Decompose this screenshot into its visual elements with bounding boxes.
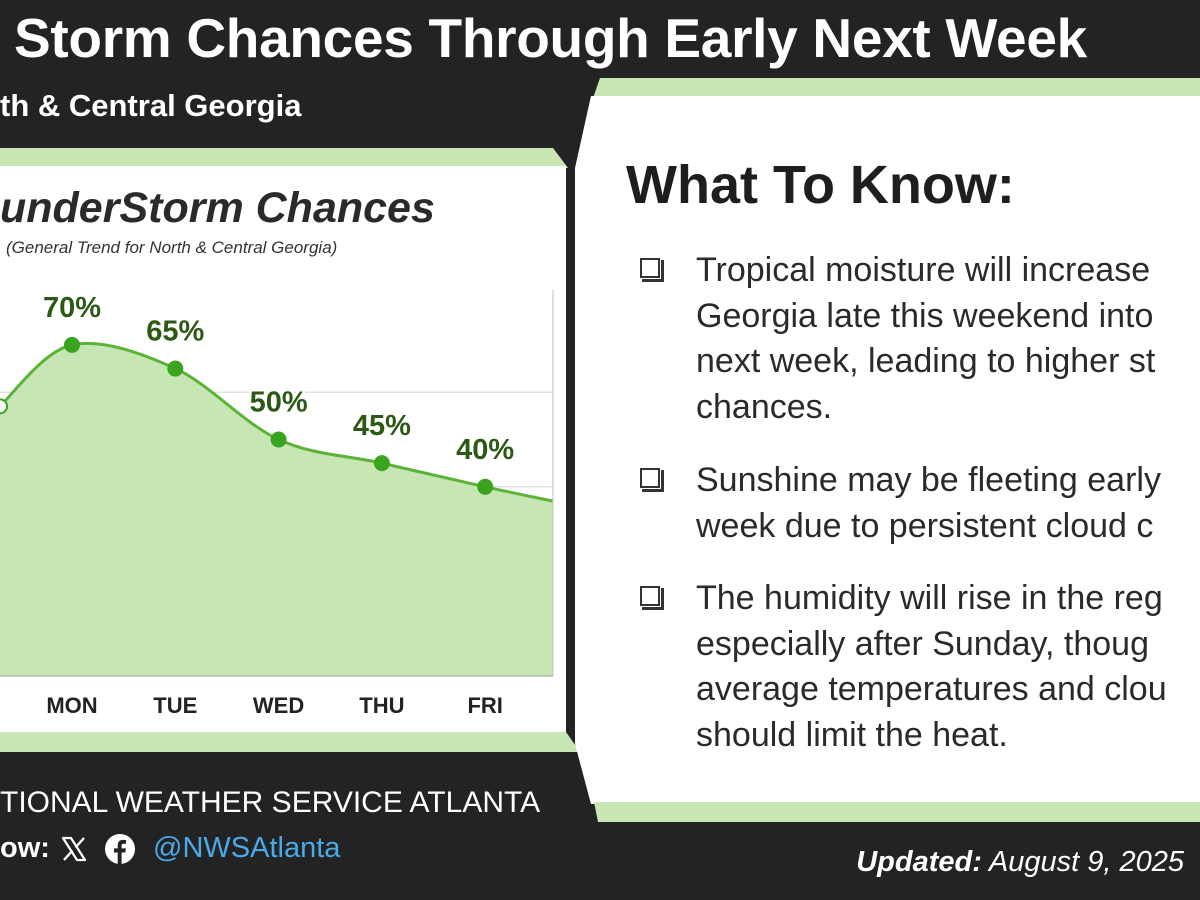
data-label-wed: 50% (250, 387, 308, 419)
info-panel-green-bottom (594, 802, 1200, 822)
data-point-fri (477, 478, 494, 495)
bullet-line: next week, leading to higher st (696, 342, 1156, 380)
checkbox-icon (640, 468, 664, 492)
bullet-line: average temperatures and clou (696, 670, 1167, 708)
x-tick-fri: FRI (467, 693, 502, 718)
follow-label: ow: (0, 832, 50, 864)
checkbox-icon (640, 586, 664, 610)
bullet-line: should limit the heat. (696, 715, 1008, 754)
data-point-edge (0, 398, 8, 415)
updated-stamp: Updated: August 9, 2025 (856, 846, 1184, 879)
chart-title: underStorm Chances (0, 184, 435, 232)
chart-x-ticks: MON TUE WED THU FRI (46, 693, 503, 718)
x-tick-wed: WED (253, 693, 304, 718)
data-point-wed (270, 431, 287, 448)
chart-value-labels: 70% 65% 50% 45% 40% (40, 289, 516, 468)
facebook-icon[interactable] (104, 833, 136, 865)
chart-panel-green-top (0, 148, 568, 168)
checkbox-icon (640, 258, 664, 282)
page-title: Storm Chances Through Early Next Week (14, 7, 1087, 69)
data-label-mon: 70% (43, 292, 101, 324)
bullet-line: Georgia late this weekend into (696, 296, 1154, 335)
data-point-mon (64, 336, 80, 353)
updated-date: August 9, 2025 (988, 846, 1184, 878)
bullet-line: week due to persistent cloud c (696, 506, 1154, 545)
chart-panel-green-bottom (0, 732, 580, 752)
bullet-line: The humidity will rise in the reg (696, 579, 1163, 617)
x-tick-thu: THU (359, 693, 404, 718)
data-point-thu (373, 455, 390, 472)
what-to-know-heading: What To Know: (626, 155, 1015, 215)
page-subtitle: th & Central Georgia (0, 88, 302, 123)
bullet-line: Tropical moisture will increase (696, 251, 1151, 289)
data-label-fri: 40% (456, 434, 514, 466)
bullet-line: chances. (696, 387, 833, 426)
updated-label: Updated: (856, 846, 982, 878)
info-panel (575, 96, 1200, 804)
x-logo-icon[interactable] (60, 835, 88, 863)
chart-points (0, 336, 494, 495)
bullet-line: Sunshine may be fleeting early (696, 461, 1161, 499)
x-tick-tue: TUE (153, 693, 197, 718)
x-tick-mon: MON (46, 693, 97, 718)
social-handle-link[interactable]: @NWSAtlanta (153, 832, 341, 864)
chart-area-fill (0, 343, 553, 676)
organization-name: TIONAL WEATHER SERVICE ATLANTA (0, 786, 541, 819)
data-label-tue: 65% (146, 316, 204, 348)
bullet-line: especially after Sunday, thoug (696, 624, 1149, 663)
info-panel-green-top (593, 78, 1200, 98)
data-point-tue (167, 360, 184, 377)
data-label-thu: 45% (353, 410, 411, 442)
chart-subtitle: (General Trend for North & Central Georg… (6, 238, 338, 257)
